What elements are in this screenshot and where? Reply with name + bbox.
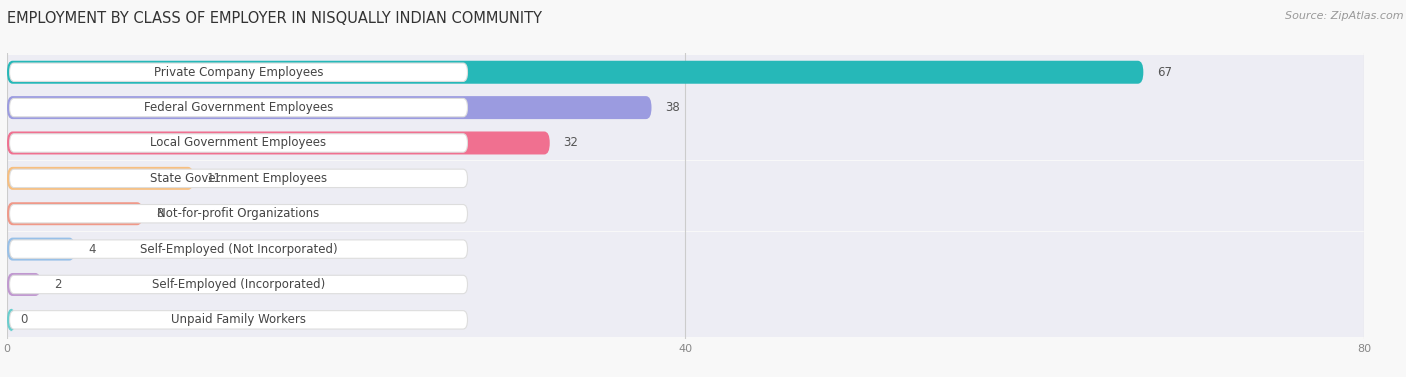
FancyBboxPatch shape	[10, 98, 467, 117]
Text: 2: 2	[55, 278, 62, 291]
FancyBboxPatch shape	[7, 61, 1143, 84]
FancyBboxPatch shape	[10, 63, 467, 81]
Text: 8: 8	[156, 207, 163, 220]
Text: State Government Employees: State Government Employees	[150, 172, 328, 185]
Text: Self-Employed (Not Incorporated): Self-Employed (Not Incorporated)	[139, 242, 337, 256]
FancyBboxPatch shape	[7, 96, 651, 119]
Text: Self-Employed (Incorporated): Self-Employed (Incorporated)	[152, 278, 325, 291]
FancyBboxPatch shape	[7, 202, 143, 225]
FancyBboxPatch shape	[10, 134, 467, 152]
Text: Not-for-profit Organizations: Not-for-profit Organizations	[157, 207, 319, 220]
Text: 4: 4	[89, 242, 96, 256]
Bar	[7, 231, 1364, 267]
Text: 67: 67	[1157, 66, 1173, 79]
FancyBboxPatch shape	[10, 240, 467, 258]
FancyBboxPatch shape	[7, 167, 194, 190]
Bar	[7, 90, 1364, 125]
FancyBboxPatch shape	[10, 205, 467, 223]
Text: Local Government Employees: Local Government Employees	[150, 136, 326, 150]
FancyBboxPatch shape	[7, 238, 75, 261]
Bar	[7, 196, 1364, 231]
Bar	[7, 55, 1364, 90]
Bar	[7, 302, 1364, 337]
FancyBboxPatch shape	[7, 308, 15, 331]
FancyBboxPatch shape	[10, 275, 467, 294]
Text: EMPLOYMENT BY CLASS OF EMPLOYER IN NISQUALLY INDIAN COMMUNITY: EMPLOYMENT BY CLASS OF EMPLOYER IN NISQU…	[7, 11, 543, 26]
Text: 0: 0	[21, 313, 28, 326]
Bar	[7, 267, 1364, 302]
Text: Source: ZipAtlas.com: Source: ZipAtlas.com	[1285, 11, 1403, 21]
Text: 32: 32	[564, 136, 578, 150]
Bar	[7, 161, 1364, 196]
Text: Federal Government Employees: Federal Government Employees	[143, 101, 333, 114]
FancyBboxPatch shape	[7, 132, 550, 155]
Bar	[7, 126, 1364, 161]
Text: 38: 38	[665, 101, 681, 114]
FancyBboxPatch shape	[7, 273, 41, 296]
FancyBboxPatch shape	[10, 169, 467, 187]
FancyBboxPatch shape	[10, 311, 467, 329]
Text: 11: 11	[207, 172, 222, 185]
Text: Private Company Employees: Private Company Employees	[153, 66, 323, 79]
Text: Unpaid Family Workers: Unpaid Family Workers	[172, 313, 307, 326]
